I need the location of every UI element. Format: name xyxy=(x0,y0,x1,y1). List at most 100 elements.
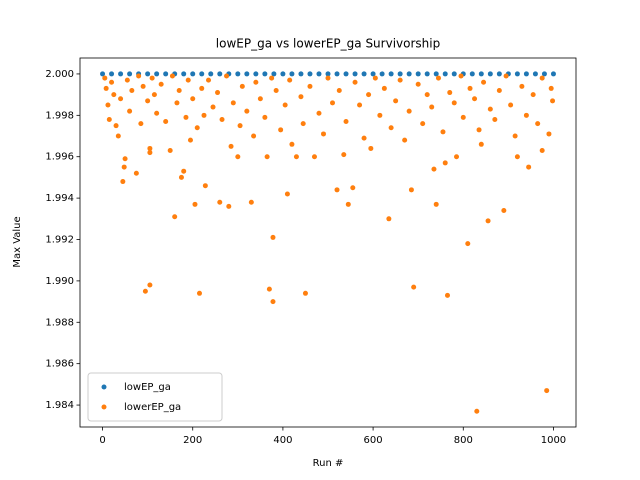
point xyxy=(302,290,308,296)
point xyxy=(424,92,430,98)
point xyxy=(372,75,378,81)
point xyxy=(190,71,196,77)
point xyxy=(270,299,276,305)
point xyxy=(181,71,187,77)
point xyxy=(415,71,421,77)
point xyxy=(264,154,270,160)
point xyxy=(215,90,221,96)
point xyxy=(219,116,225,122)
point xyxy=(210,104,216,110)
point xyxy=(284,191,290,197)
point xyxy=(334,187,340,193)
point xyxy=(140,83,146,89)
point xyxy=(548,85,554,91)
point xyxy=(239,83,245,89)
legend-marker xyxy=(101,384,107,390)
point xyxy=(154,71,160,77)
y-tick-label: 1.998 xyxy=(45,110,74,121)
point xyxy=(447,90,453,96)
point xyxy=(496,87,502,93)
point xyxy=(361,135,367,141)
point xyxy=(237,123,243,129)
point xyxy=(411,284,417,290)
point xyxy=(343,71,349,77)
point xyxy=(433,201,439,207)
legend-label: lowerEP_ga xyxy=(124,402,181,413)
point xyxy=(476,127,482,133)
point xyxy=(546,131,552,137)
point xyxy=(388,125,394,131)
point xyxy=(469,71,475,77)
point xyxy=(129,87,135,93)
point xyxy=(325,71,331,77)
point xyxy=(550,98,556,104)
point xyxy=(460,114,466,120)
point xyxy=(199,85,205,91)
point xyxy=(270,234,276,240)
point xyxy=(523,112,529,118)
point xyxy=(334,71,340,77)
point xyxy=(145,98,151,104)
point xyxy=(253,79,259,85)
point xyxy=(163,71,169,77)
point xyxy=(235,71,241,77)
point xyxy=(316,71,322,77)
point xyxy=(397,77,403,83)
point xyxy=(121,164,127,170)
point xyxy=(352,79,358,85)
point xyxy=(136,73,142,79)
x-axis-label: Run # xyxy=(313,458,344,469)
point xyxy=(357,102,363,108)
point xyxy=(120,179,126,185)
point xyxy=(487,71,493,77)
point xyxy=(451,71,457,77)
point xyxy=(370,71,376,77)
point xyxy=(244,71,250,77)
point xyxy=(230,100,236,106)
point xyxy=(169,73,175,79)
point xyxy=(298,94,304,100)
x-tick-label: 600 xyxy=(364,435,383,446)
point xyxy=(105,102,111,108)
point xyxy=(147,145,153,151)
point xyxy=(228,143,234,149)
point xyxy=(472,96,478,102)
point xyxy=(311,154,317,160)
point xyxy=(541,71,547,77)
point xyxy=(307,71,313,77)
point xyxy=(316,110,322,116)
point xyxy=(183,114,189,120)
point xyxy=(226,203,232,209)
point xyxy=(397,71,403,77)
point xyxy=(474,408,480,414)
point xyxy=(519,83,525,89)
x-tick-label: 0 xyxy=(99,435,105,446)
point xyxy=(262,114,268,120)
point xyxy=(199,71,205,77)
point xyxy=(485,218,491,224)
point xyxy=(127,71,133,77)
point xyxy=(113,123,119,129)
point xyxy=(442,71,448,77)
point xyxy=(269,75,275,81)
y-tick-label: 2.000 xyxy=(45,69,74,80)
y-tick-label: 1.994 xyxy=(45,193,74,204)
point xyxy=(503,73,509,79)
point xyxy=(266,286,272,292)
point xyxy=(368,145,374,151)
point xyxy=(194,125,200,131)
point xyxy=(458,73,464,79)
point xyxy=(514,71,520,77)
point xyxy=(514,154,520,160)
point xyxy=(262,71,268,77)
point xyxy=(118,71,124,77)
point xyxy=(415,81,421,87)
point xyxy=(539,75,545,81)
point xyxy=(115,133,121,139)
point xyxy=(185,77,191,83)
y-tick-label: 1.992 xyxy=(45,234,74,245)
point xyxy=(408,187,414,193)
point xyxy=(526,164,532,170)
point xyxy=(273,87,279,93)
point xyxy=(289,71,295,77)
